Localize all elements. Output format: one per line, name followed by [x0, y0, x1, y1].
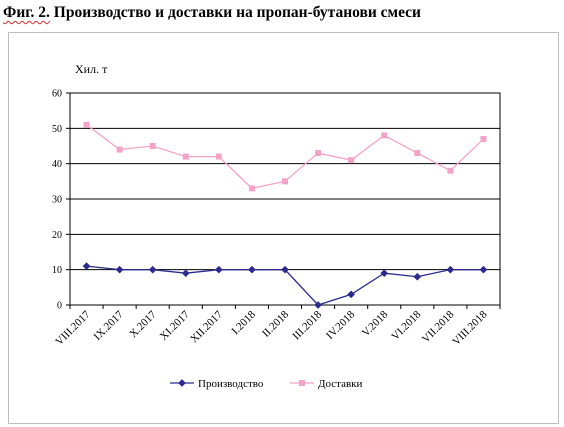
- figure-caption: Производство и доставки на пропан-бутано…: [53, 4, 421, 21]
- y-tick-label: 50: [52, 124, 62, 135]
- x-tick-label: II.2018: [260, 308, 292, 340]
- data-point-square: [116, 146, 123, 153]
- data-point-square: [215, 153, 222, 160]
- x-tick-label: XII.2017: [188, 308, 225, 345]
- data-point-diamond: [446, 265, 455, 274]
- y-tick-label: 60: [52, 89, 62, 100]
- x-tick-label: XI.2017: [158, 308, 193, 343]
- data-point-square: [381, 132, 388, 139]
- data-point-diamond: [479, 265, 488, 274]
- data-point-diamond: [281, 265, 289, 274]
- data-point-diamond: [413, 272, 422, 281]
- data-point-square: [299, 380, 305, 386]
- x-tick-label: V.2018: [360, 308, 391, 339]
- chart-frame: [8, 32, 559, 424]
- x-tick-label: IX.2017: [92, 308, 127, 343]
- x-tick-label: VIII.2017: [53, 308, 93, 348]
- data-point-diamond: [214, 265, 223, 274]
- data-point-diamond: [148, 265, 157, 274]
- data-point-square: [83, 121, 90, 128]
- y-axis-label: Хил. т: [75, 62, 108, 76]
- x-tick-label: III.2018: [290, 308, 324, 342]
- y-tick-label: 30: [52, 195, 62, 206]
- data-point-square: [282, 178, 288, 185]
- data-point-diamond: [314, 301, 323, 309]
- data-point-diamond: [115, 265, 124, 274]
- data-point-diamond: [247, 265, 256, 274]
- data-point-diamond: [347, 290, 356, 299]
- y-tick-label: 10: [52, 265, 62, 276]
- plot-area: [69, 92, 501, 306]
- data-point-square: [149, 143, 156, 149]
- figure-label: Фиг. 2.: [3, 4, 50, 21]
- x-tick-label: X.2017: [127, 308, 159, 340]
- data-point-diamond: [178, 379, 186, 387]
- x-tick-label: VI.2018: [389, 308, 424, 343]
- x-tick-label: IV.2018: [324, 308, 358, 342]
- data-point-square: [182, 153, 189, 160]
- data-point-square: [480, 135, 487, 142]
- data-point-square: [447, 167, 454, 174]
- y-tick-label: 40: [52, 159, 62, 170]
- data-point-square: [348, 157, 355, 164]
- y-tick-label: 0: [57, 301, 62, 312]
- legend-label: Доставки: [318, 378, 363, 390]
- figure-title: Фиг. 2. Производство и доставки на пропа…: [3, 4, 421, 22]
- data-point-square: [248, 185, 255, 192]
- data-point-diamond: [181, 269, 190, 278]
- y-tick-label: 20: [52, 230, 62, 241]
- data-point-square: [414, 150, 421, 157]
- data-point-diamond: [380, 269, 389, 278]
- x-tick-label: I.2018: [229, 308, 258, 337]
- legend-label: Производство: [198, 378, 264, 390]
- data-point-diamond: [82, 262, 91, 271]
- x-tick-label: VIII.2018: [450, 308, 490, 348]
- data-point-square: [315, 150, 322, 157]
